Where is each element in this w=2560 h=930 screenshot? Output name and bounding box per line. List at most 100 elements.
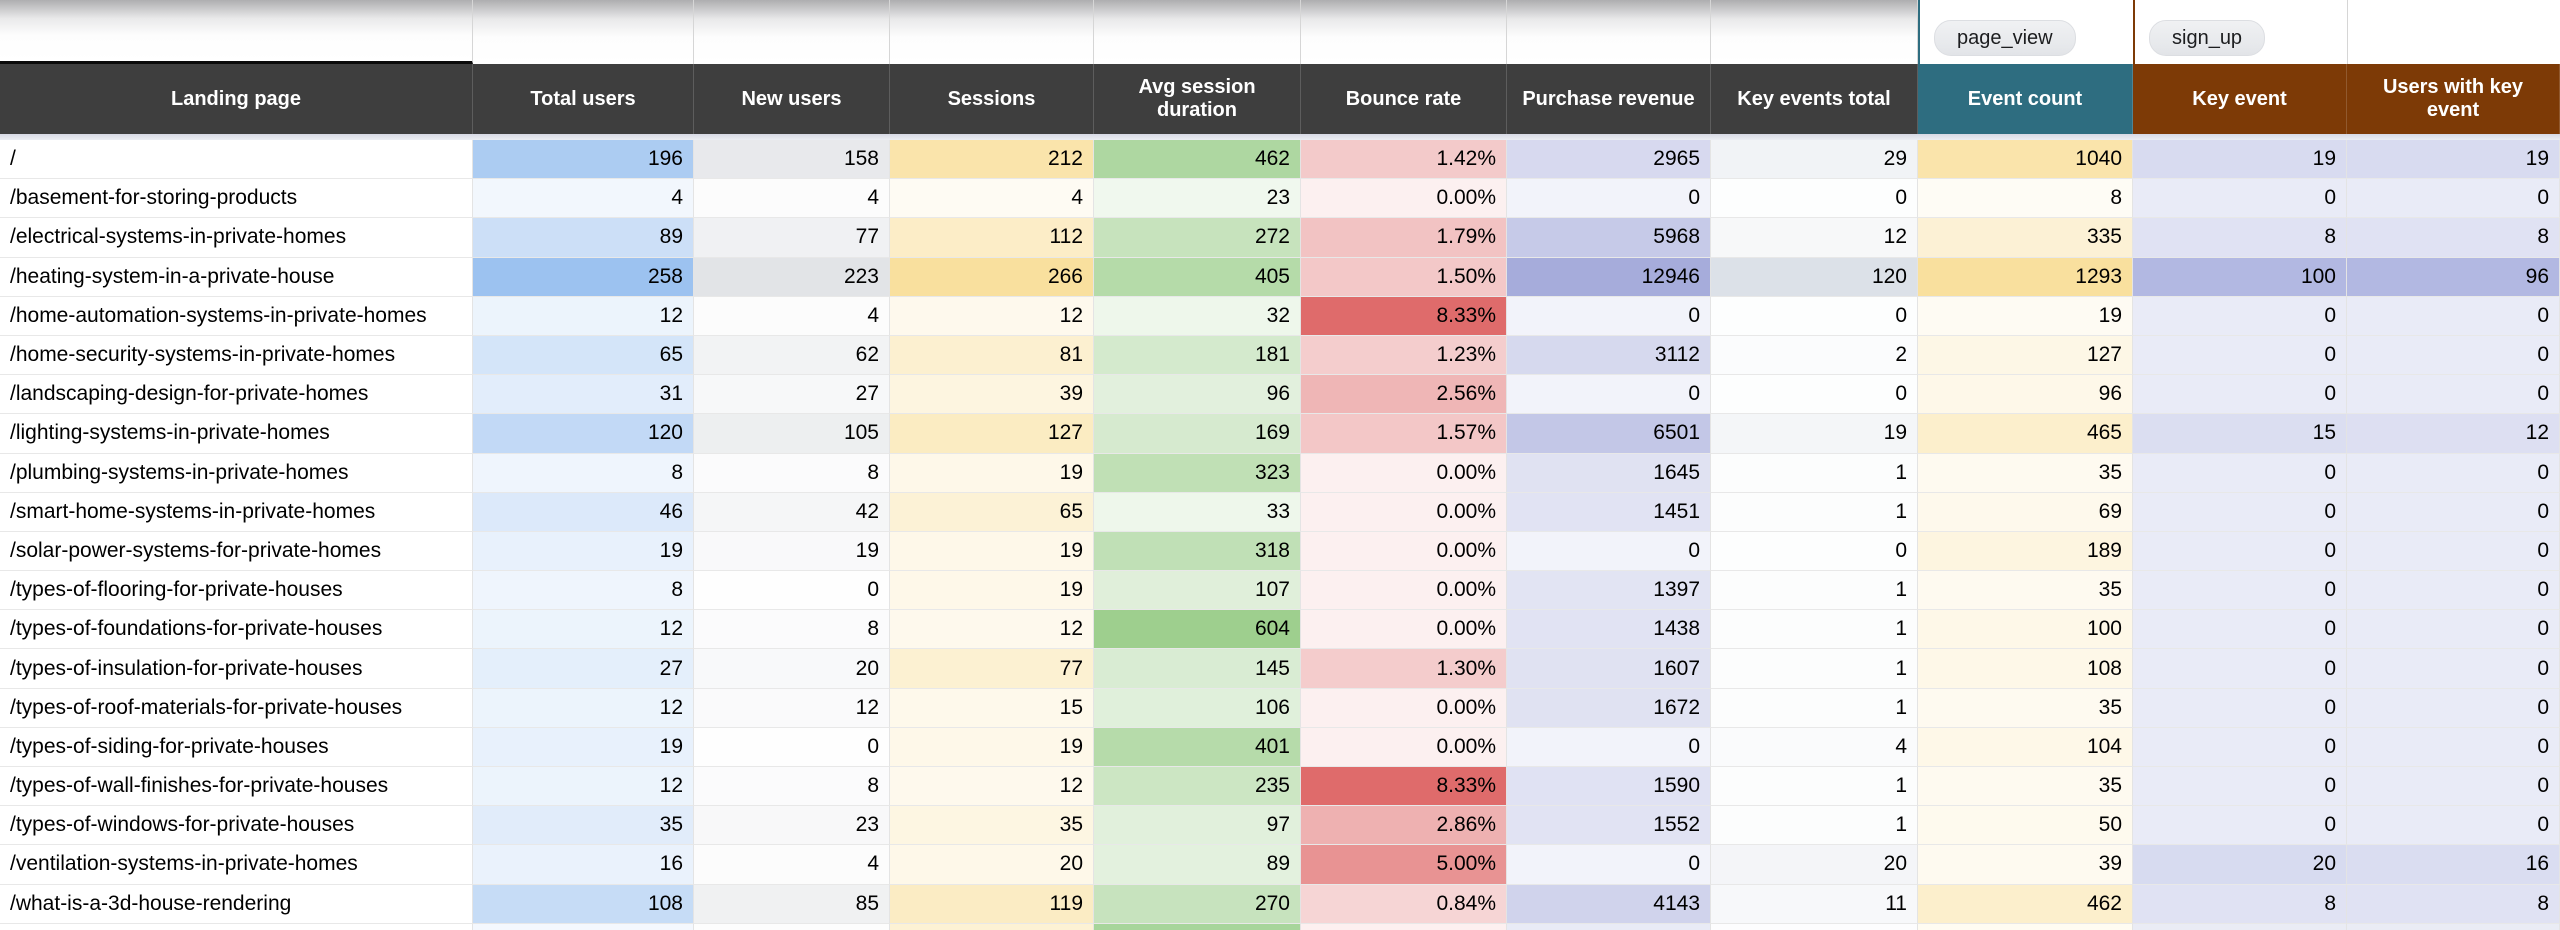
metric-cell[interactable]: 212 [890,140,1094,180]
metric-cell[interactable]: 8 [2347,884,2560,924]
metric-cell[interactable]: 12 [2347,414,2560,454]
metric-cell[interactable]: 20 [2133,845,2347,885]
metric-cell[interactable]: 1552 [1507,806,1711,846]
metric-cell[interactable] [1918,923,2133,930]
metric-cell[interactable]: 0 [2347,571,2560,611]
metric-cell[interactable]: 120 [1711,257,1918,297]
metric-cell[interactable]: 1 [1711,806,1918,846]
metric-cell[interactable]: 16 [473,845,694,885]
metric-cell[interactable]: 0 [2347,296,2560,336]
metric-cell[interactable]: 8.33% [1301,767,1507,807]
metric-cell[interactable]: 19 [1711,414,1918,454]
column-header-sessions[interactable]: Sessions [890,64,1094,134]
metric-cell[interactable]: 0 [1507,375,1711,415]
metric-cell[interactable]: 77 [890,649,1094,689]
metric-cell[interactable]: 0.00% [1301,492,1507,532]
metric-cell[interactable]: 96 [1094,375,1301,415]
metric-cell[interactable]: 1 [1711,571,1918,611]
metric-cell[interactable]: 39 [1918,845,2133,885]
metric-cell[interactable]: 4 [694,296,890,336]
landing-page-cell[interactable]: /types-of-insulation-for-private-houses [0,649,473,689]
landing-page-cell[interactable]: /plumbing-systems-in-private-homes [0,453,473,493]
metric-cell[interactable]: 4 [694,179,890,219]
metric-cell[interactable]: 318 [1094,531,1301,572]
landing-page-cell[interactable]: /lighting-systems-in-private-homes [0,414,473,454]
metric-cell[interactable]: 189 [1918,531,2133,572]
metric-cell[interactable]: 1645 [1507,453,1711,493]
metric-cell[interactable] [890,923,1094,930]
metric-cell[interactable]: 29 [1711,140,1918,180]
metric-cell[interactable]: 4 [890,179,1094,219]
metric-cell[interactable]: 0 [2347,375,2560,415]
column-header-bounce-rate[interactable]: Bounce rate [1301,64,1507,134]
metric-cell[interactable]: 0 [2133,767,2347,807]
metric-cell[interactable]: 108 [473,884,694,924]
metric-cell[interactable]: 119 [890,884,1094,924]
metric-cell[interactable]: 335 [1918,218,2133,258]
metric-cell[interactable]: 15 [890,688,1094,728]
metric-cell[interactable]: 8 [2347,218,2560,258]
metric-cell[interactable]: 401 [1094,727,1301,767]
metric-cell[interactable]: 19 [1918,296,2133,336]
metric-cell[interactable]: 97 [1094,806,1301,846]
metric-cell[interactable]: 100 [1918,610,2133,650]
metric-cell[interactable]: 0 [1711,296,1918,336]
metric-cell[interactable] [694,923,890,930]
metric-cell[interactable]: 4 [1711,727,1918,767]
metric-cell[interactable]: 0 [2133,531,2347,572]
metric-cell[interactable]: 19 [473,727,694,767]
metric-cell[interactable]: 2.56% [1301,375,1507,415]
metric-cell[interactable]: 145 [1094,649,1301,689]
column-header-total-users[interactable]: Total users [473,64,694,134]
metric-cell[interactable]: 8 [473,453,694,493]
metric-cell[interactable]: 4143 [1507,884,1711,924]
metric-cell[interactable]: 107 [1094,571,1301,611]
landing-page-cell[interactable]: /home-automation-systems-in-private-home… [0,296,473,336]
metric-cell[interactable]: 1 [1711,649,1918,689]
landing-page-cell[interactable]: /types-of-flooring-for-private-houses [0,571,473,611]
metric-cell[interactable]: 4 [473,179,694,219]
metric-cell[interactable]: 1.23% [1301,335,1507,376]
metric-cell[interactable]: 1040 [1918,140,2133,180]
metric-cell[interactable]: 12 [890,296,1094,336]
metric-cell[interactable]: 0 [1711,179,1918,219]
metric-cell[interactable]: 0 [1711,375,1918,415]
metric-cell[interactable]: 8 [473,571,694,611]
metric-cell[interactable]: 19 [890,727,1094,767]
metric-cell[interactable]: 42 [694,492,890,532]
landing-page-cell[interactable]: /ventilation-systems-in-private-homes [0,845,473,885]
column-header-users-with-key-event[interactable]: Users with key event [2347,64,2560,134]
metric-cell[interactable]: 50 [1918,806,2133,846]
metric-cell[interactable]: 35 [1918,571,2133,611]
metric-cell[interactable]: 1451 [1507,492,1711,532]
metric-cell[interactable]: 89 [473,218,694,258]
metric-cell[interactable] [0,923,473,930]
metric-cell[interactable]: 35 [1918,767,2133,807]
metric-cell[interactable]: 1 [1711,767,1918,807]
column-header-purchase-revenue[interactable]: Purchase revenue [1507,64,1711,134]
landing-page-cell[interactable]: /what-is-a-3d-house-rendering [0,884,473,924]
metric-cell[interactable]: 1 [1711,688,1918,728]
metric-cell[interactable]: 105 [694,414,890,454]
metric-cell[interactable]: 3112 [1507,335,1711,376]
metric-cell[interactable]: 39 [890,375,1094,415]
metric-cell[interactable]: 0 [2133,649,2347,689]
metric-cell[interactable]: 20 [1711,845,1918,885]
metric-cell[interactable]: 81 [890,335,1094,376]
metric-cell[interactable]: 196 [473,140,694,180]
metric-cell[interactable]: 0 [2347,453,2560,493]
metric-cell[interactable]: 12 [890,767,1094,807]
metric-cell[interactable]: 1590 [1507,767,1711,807]
metric-cell[interactable]: 96 [1918,375,2133,415]
metric-cell[interactable]: 405 [1094,257,1301,297]
landing-page-cell[interactable]: /types-of-wall-finishes-for-private-hous… [0,767,473,807]
column-header-event-count[interactable]: Event count [1918,64,2133,134]
metric-cell[interactable]: 35 [1918,453,2133,493]
metric-cell[interactable]: 0 [694,571,890,611]
metric-cell[interactable]: 20 [890,845,1094,885]
metric-cell[interactable]: 5.00% [1301,845,1507,885]
metric-cell[interactable]: 0.00% [1301,571,1507,611]
metric-cell[interactable]: 12 [890,610,1094,650]
metric-cell[interactable]: 65 [890,492,1094,532]
metric-cell[interactable]: 1 [1711,610,1918,650]
